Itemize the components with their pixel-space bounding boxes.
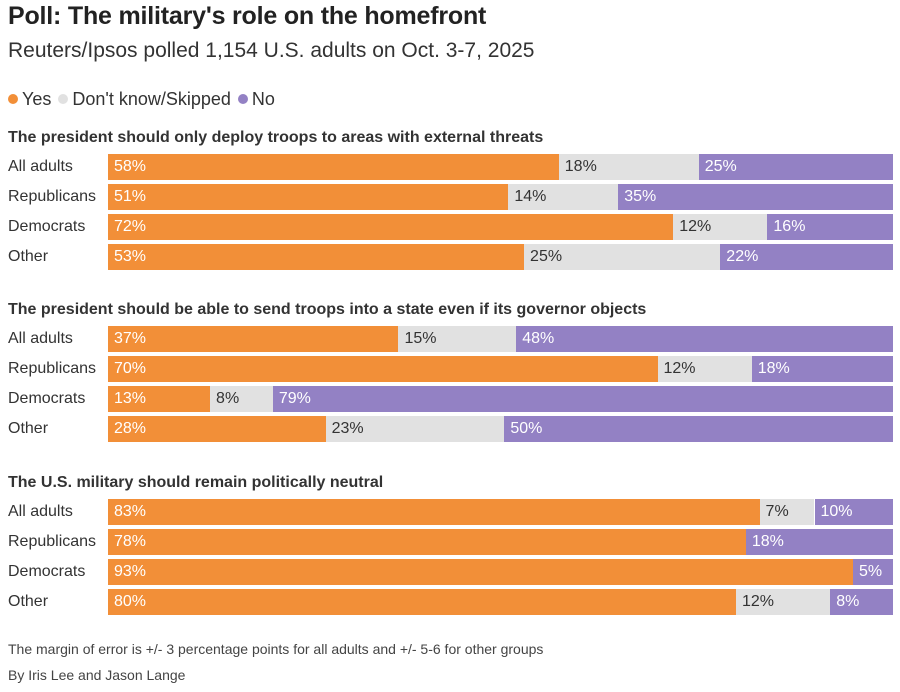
bar-segment-no (698, 154, 893, 180)
bar-segment-dont-know (673, 214, 768, 240)
bar-segment-dont-know (759, 499, 815, 525)
bar-row: Republicans 70% 12% 18% (0, 356, 900, 382)
legend-label-no: No (251, 88, 275, 109)
row-label: All adults (8, 330, 73, 347)
panel-title: The president should be able to send tro… (8, 301, 647, 318)
bar-track: 93% 5% (108, 559, 893, 585)
bar-row: Other 28% 23% 50% (0, 416, 900, 442)
bar-row: All adults 37% 15% 48% (0, 326, 900, 352)
bar-row: All adults 83% 7% 10% (0, 499, 900, 525)
row-label: All adults (8, 503, 73, 520)
bar-row: Democrats 72% 12% 16% (0, 214, 900, 240)
bar-row: Other 80% 12% 8% (0, 589, 900, 615)
row-label: Democrats (8, 390, 86, 407)
bar-segment-yes (108, 529, 746, 555)
row-label: Republicans (8, 188, 97, 205)
bar-row: Other 53% 25% 22% (0, 244, 900, 270)
legend-item-dont-know: Don't know/Skipped (58, 89, 231, 110)
bar-track: 37% 15% 48% (108, 326, 893, 352)
bar-track: 80% 12% 8% (108, 589, 893, 615)
bar-segment-dont-know (325, 416, 505, 442)
bar-segment-dont-know (558, 154, 699, 180)
bar-segment-yes (108, 416, 326, 442)
row-label: Democrats (8, 563, 86, 580)
bar-row: Republicans 51% 14% 35% (0, 184, 900, 210)
bar-segment-yes (108, 214, 674, 240)
bar-segment-dont-know (736, 589, 831, 615)
bar-segment-dont-know (210, 386, 273, 412)
bar-segment-dont-know (657, 356, 752, 382)
bar-segment-yes (108, 244, 525, 270)
legend-item-no: No (237, 88, 275, 110)
bar-segment-yes (108, 589, 736, 615)
legend-label-dont-know: Don't know/Skipped (72, 88, 231, 109)
panel-title: The president should only deploy troops … (8, 129, 544, 146)
bar-track: 53% 25% 22% (108, 244, 893, 270)
bar-track: 58% 18% 25% (108, 154, 893, 180)
bar-track: 78% 18% (108, 529, 893, 555)
row-label: Other (8, 593, 49, 610)
legend-swatch-yes (8, 94, 18, 104)
legend-label-yes: Yes (22, 88, 52, 109)
bar-segment-yes (108, 154, 559, 180)
bar-track: 72% 12% 16% (108, 214, 893, 240)
row-label: Republicans (8, 533, 97, 550)
legend-item-yes: Yes (8, 89, 51, 110)
footnote: The margin of error is +/- 3 percentage … (8, 641, 544, 657)
bar-segment-yes (108, 356, 658, 382)
bar-segment-dont-know (398, 326, 517, 352)
row-label: Republicans (8, 360, 97, 377)
bar-segment-no (814, 499, 893, 525)
bar-segment-no (852, 559, 893, 585)
bar-segment-yes (108, 386, 211, 412)
bar-segment-dont-know (524, 244, 721, 270)
row-label: All adults (8, 158, 73, 175)
bar-segment-yes (108, 184, 509, 210)
bar-track: 28% 23% 50% (108, 416, 893, 442)
chart-title: Poll: The military's role on the homefro… (8, 2, 487, 30)
bar-track: 51% 14% 35% (108, 184, 893, 210)
legend: Yes Don't know/Skipped No (8, 87, 282, 111)
bar-segment-dont-know (508, 184, 619, 210)
byline: By Iris Lee and Jason Lange (8, 667, 186, 683)
bar-segment-no (272, 386, 893, 412)
bar-segment-no (767, 214, 893, 240)
row-label: Other (8, 248, 49, 265)
bar-track: 13% 8% 79% (108, 386, 893, 412)
bar-row: Democrats 13% 8% 79% (0, 386, 900, 412)
row-label: Other (8, 420, 49, 437)
chart-subtitle: Reuters/Ipsos polled 1,154 U.S. adults o… (8, 39, 535, 62)
bar-segment-no (751, 356, 893, 382)
bar-segment-yes (108, 559, 853, 585)
bar-segment-yes (108, 326, 399, 352)
bar-row: Republicans 78% 18% (0, 529, 900, 555)
bar-row: Democrats 93% 5% (0, 559, 900, 585)
bar-segment-no (618, 184, 893, 210)
bar-segment-no (720, 244, 893, 270)
row-label: Democrats (8, 218, 86, 235)
bar-segment-no (516, 326, 893, 352)
bar-row: All adults 58% 18% 25% (0, 154, 900, 180)
bar-segment-no (504, 416, 893, 442)
bar-segment-yes (108, 499, 760, 525)
legend-swatch-no (237, 94, 248, 104)
panel-title: The U.S. military should remain politica… (8, 474, 384, 491)
bar-track: 83% 7% 10% (108, 499, 893, 525)
bar-segment-no (745, 529, 893, 555)
bar-track: 70% 12% 18% (108, 356, 893, 382)
legend-swatch-dont-know (58, 94, 69, 104)
bar-segment-no (830, 589, 893, 615)
